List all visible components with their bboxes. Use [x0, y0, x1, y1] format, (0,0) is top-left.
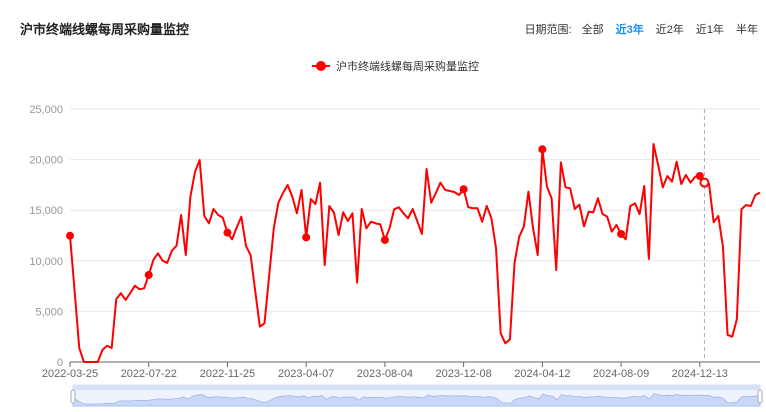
y-tick-label: 10,000	[29, 256, 63, 268]
data-zoom-slider[interactable]	[70, 384, 763, 407]
legend-label: 沪市终端线螺每周采购量监控	[336, 59, 479, 73]
x-tick-label: 2023-08-04	[357, 368, 413, 380]
y-tick-label: 15,000	[29, 205, 63, 217]
legend-marker-icon	[316, 61, 326, 71]
x-tick-label: 2024-08-09	[593, 368, 649, 380]
date-range-label: 日期范围:	[524, 24, 572, 36]
y-tick-label: 25,000	[29, 104, 63, 116]
y-tick-label: 5,000	[35, 306, 63, 318]
x-tick-label: 2023-12-08	[435, 368, 491, 380]
y-tick-label: 0	[57, 357, 63, 369]
page-title: 沪市终端线螺每周采购量监控	[20, 22, 190, 37]
data-point[interactable]	[380, 235, 389, 244]
hover-point	[699, 177, 710, 188]
data-point[interactable]	[302, 233, 311, 242]
x-tick-label: 2024-12-13	[672, 368, 728, 380]
data-point[interactable]	[695, 171, 704, 180]
data-point[interactable]	[144, 270, 153, 279]
data-point[interactable]	[459, 185, 468, 194]
slider-handle-right[interactable]	[757, 389, 763, 404]
x-tick-label: 2023-04-07	[278, 368, 334, 380]
data-point[interactable]	[538, 145, 547, 154]
range-option-6m[interactable]: 半年	[736, 24, 758, 36]
x-tick-label: 2022-07-22	[121, 368, 177, 380]
x-tick-label: 2024-04-12	[514, 368, 570, 380]
slider-preview-area	[72, 393, 761, 407]
x-tick-label: 2022-11-25	[200, 368, 255, 380]
range-option-2y[interactable]: 近2年	[655, 24, 684, 36]
y-tick-label: 20,000	[29, 155, 63, 167]
range-option-3y[interactable]: 近3年	[615, 24, 644, 36]
date-range-selector: 日期范围: 全部 近3年 近2年 近1年 半年	[525, 21, 758, 37]
series-line	[69, 143, 761, 363]
slider-handle-left[interactable]	[70, 389, 76, 404]
data-point[interactable]	[66, 231, 74, 240]
range-option-all[interactable]: 全部	[581, 24, 604, 36]
data-point[interactable]	[617, 229, 626, 238]
slider-move-bar[interactable]	[73, 385, 760, 390]
range-option-1y[interactable]: 近1年	[695, 24, 724, 36]
x-tick-label: 2022-03-25	[42, 368, 98, 380]
data-point[interactable]	[223, 228, 232, 237]
legend[interactable]: 沪市终端线螺每周采购量监控	[312, 59, 479, 73]
